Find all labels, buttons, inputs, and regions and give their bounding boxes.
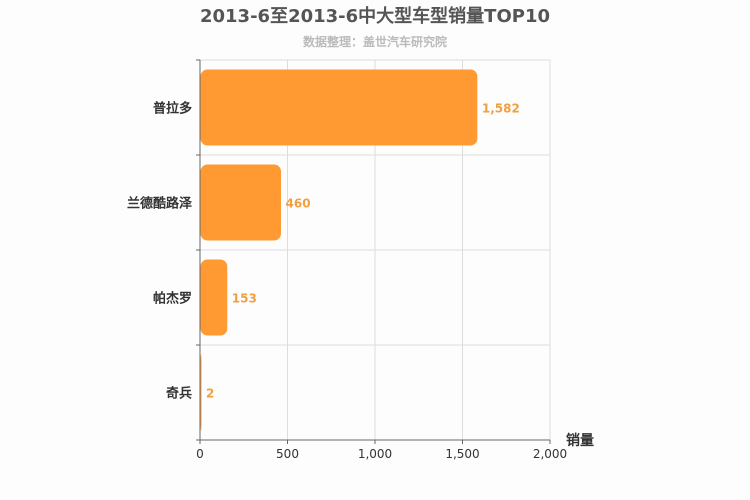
data-label: 2 <box>206 387 214 401</box>
x-tick-label: 1,000 <box>358 447 392 461</box>
data-label: 1,582 <box>482 102 520 116</box>
data-label: 460 <box>286 197 311 211</box>
bar <box>200 354 202 431</box>
x-axis-title: 销量 <box>566 432 594 449</box>
x-tick-label: 500 <box>276 447 299 461</box>
chart-subtitle: 数据整理：盖世汽车研究院 <box>303 34 447 49</box>
chart-title: 2013-6至2013-6中大型车型销量TOP10 <box>200 5 550 27</box>
data-label: 153 <box>232 292 257 306</box>
x-tick-label: 0 <box>196 447 204 461</box>
category-label: 兰德酷路泽 <box>127 196 193 212</box>
category-label: 奇兵 <box>166 386 192 402</box>
category-label: 帕杰罗 <box>153 291 192 307</box>
x-tick-label: 2,000 <box>533 447 567 461</box>
bars-group: 1,582 460 153 2 <box>200 69 520 431</box>
category-label: 普拉多 <box>153 101 192 117</box>
x-tick-label: 1,500 <box>445 447 479 461</box>
bar <box>200 164 281 241</box>
bar <box>200 259 228 336</box>
bar <box>200 69 478 146</box>
